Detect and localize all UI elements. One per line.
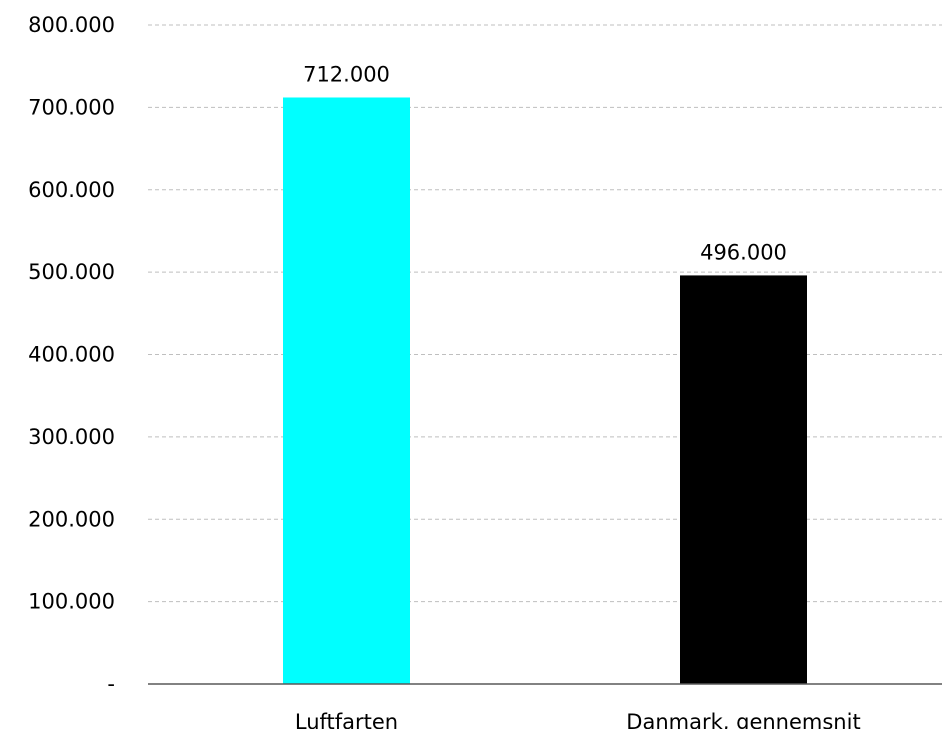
x-category-label: Danmark, gennemsnit	[626, 710, 860, 729]
data-label: 496.000	[700, 240, 787, 264]
y-tick-label: 700.000	[28, 95, 115, 119]
data-labels: 712.000 496.000	[303, 62, 787, 264]
y-axis-tick-labels: - 100.000 200.000 300.000 400.000 500.000 600.…	[28, 13, 115, 696]
bar	[680, 275, 807, 684]
y-tick-label: 300.000	[28, 425, 115, 449]
bar	[283, 97, 410, 685]
x-category-label: Luftfarten	[295, 710, 398, 729]
y-tick-label: 200.000	[28, 507, 115, 531]
data-label: 712.000	[303, 62, 390, 86]
y-tick-label: 400.000	[28, 343, 115, 367]
y-tick-label: 500.000	[28, 260, 115, 284]
y-tick-label: -	[107, 672, 115, 696]
y-tick-label: 800.000	[28, 13, 115, 37]
gridlines	[148, 24, 942, 603]
y-tick-label: 600.000	[28, 178, 115, 202]
x-axis-category-labels: Luftfarten Danmark, gennemsnit	[295, 710, 861, 729]
bars	[283, 97, 807, 685]
y-tick-label: 100.000	[28, 590, 115, 614]
